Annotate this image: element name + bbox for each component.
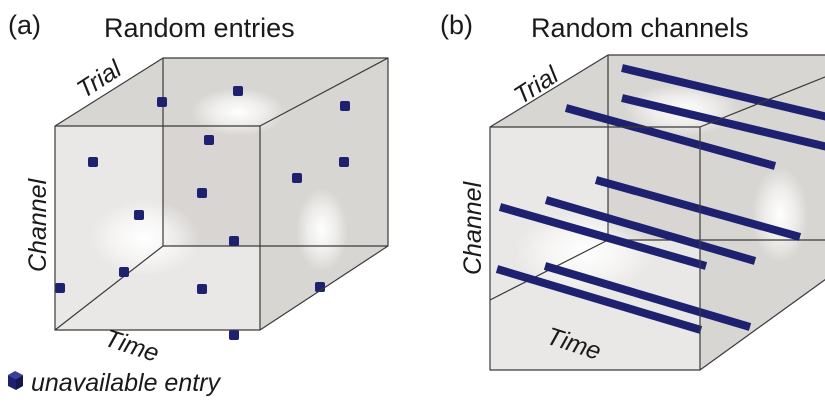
cube-b-bottom-right-edge <box>699 278 825 371</box>
missing-channel-rod <box>544 196 757 265</box>
panel-a-time-label: Time <box>101 324 162 368</box>
highlight-spot <box>752 167 808 263</box>
cube-a-right-edges <box>259 58 389 331</box>
highlight-spot <box>296 188 348 272</box>
missing-entry-marker <box>119 267 129 277</box>
panel-b-cube <box>489 54 825 371</box>
missing-channel-rod <box>564 104 777 170</box>
panel-a-cube <box>54 57 389 340</box>
cube-a-outer-edges <box>54 57 389 127</box>
missing-channel-rod <box>621 94 825 151</box>
legend: unavailable entry <box>8 369 222 397</box>
missing-channel-rod <box>594 176 802 241</box>
missing-entry-marker <box>55 283 65 293</box>
missing-entry-marker <box>157 97 167 107</box>
missing-entry-marker <box>197 188 207 198</box>
missing-channel-rod <box>498 203 708 270</box>
missing-entry-marker <box>134 210 144 220</box>
legend-label: unavailable entry <box>31 369 222 397</box>
highlight-spot <box>190 88 286 136</box>
panel-b-channel-label: Channel <box>459 180 487 275</box>
missing-entry-marker <box>340 101 350 111</box>
missing-entry-marker <box>292 173 302 183</box>
panel-b-letter: (b) <box>440 10 473 40</box>
panel-a-channel-label: Channel <box>24 177 52 272</box>
panel-a-letter: (a) <box>8 10 41 40</box>
cube-b-top-edges <box>489 54 825 128</box>
panel-b: (b) Random channels <box>440 10 825 371</box>
missing-channel-rod <box>543 262 752 331</box>
missing-channel-rod <box>495 265 703 334</box>
missing-entry-marker <box>233 86 243 96</box>
missing-entry-marker <box>88 157 98 167</box>
cube-b-top-right-edge <box>699 76 825 128</box>
missing-entry-marker <box>339 157 349 167</box>
missing-channel-rod <box>621 64 825 121</box>
missing-channels-b <box>495 64 825 334</box>
missing-entry-marker <box>197 284 207 294</box>
missing-entry-marker <box>229 236 239 246</box>
navy-cube-icon <box>8 371 23 390</box>
missing-entry-marker <box>229 330 239 340</box>
highlight-spot <box>90 200 200 276</box>
missing-entries-a <box>55 86 350 340</box>
panel-a-title: Random entries <box>104 13 295 43</box>
panel-b-title: Random channels <box>531 13 749 43</box>
missing-entry-marker <box>204 135 214 145</box>
panel-a: (a) Random entries <box>8 10 389 368</box>
